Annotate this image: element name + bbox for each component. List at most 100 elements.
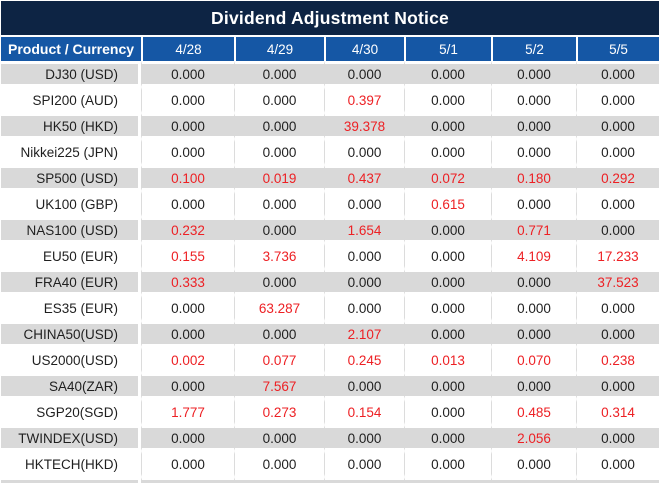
value-cell: 0.000 — [404, 295, 491, 321]
table-row: HK50 (HKD) 0.000 0.000 39.378 0.000 0.000 0.00… — [1, 113, 659, 139]
table-row: EU50 (EUR) 0.155 3.736 0.000 0.000 4.109 17.23… — [1, 243, 659, 269]
value-cell: 0.397 — [324, 87, 404, 113]
value-cell: 0.000 — [141, 191, 234, 217]
table-row: UK100 (GBP) 0.000 0.000 0.000 0.615 0.000 0.00… — [1, 191, 659, 217]
value-cell — [324, 477, 404, 483]
value-cell: 0.000 — [576, 139, 659, 165]
value-cell: 0.000 — [491, 295, 576, 321]
table-row: TWINDEX(USD) 0.000 0.000 0.000 0.000 2.056 0.0… — [1, 425, 659, 451]
value-cell: 0.100 — [141, 165, 234, 191]
value-cell: 0.000 — [324, 191, 404, 217]
product-cell: UK100 (GBP) — [1, 191, 141, 217]
value-cell: 0.000 — [324, 139, 404, 165]
value-cell: 0.154 — [324, 399, 404, 425]
value-cell: 1.777 — [141, 399, 234, 425]
value-cell — [491, 477, 576, 483]
value-cell: 0.000 — [141, 321, 234, 347]
value-cell: 0.000 — [404, 217, 491, 243]
product-cell: Nikkei225 (JPN) — [1, 139, 141, 165]
value-cell: 0.000 — [404, 373, 491, 399]
value-cell: 0.771 — [491, 217, 576, 243]
value-cell: 0.019 — [234, 165, 324, 191]
value-cell: 0.000 — [234, 139, 324, 165]
value-cell: 0.000 — [491, 451, 576, 477]
value-cell: 0.000 — [576, 295, 659, 321]
product-cell: HK50 (HKD) — [1, 113, 141, 139]
value-cell: 0.000 — [324, 295, 404, 321]
value-cell: 17.233 — [576, 243, 659, 269]
product-cell: TWINDEX(USD) — [1, 425, 141, 451]
value-cell: 0.000 — [491, 61, 576, 87]
value-cell: 0.292 — [576, 165, 659, 191]
value-cell: 0.000 — [576, 451, 659, 477]
value-cell: 0.000 — [234, 321, 324, 347]
value-cell: 0.245 — [324, 347, 404, 373]
value-cell: 0.000 — [491, 191, 576, 217]
value-cell: 0.314 — [576, 399, 659, 425]
value-cell: 0.000 — [576, 217, 659, 243]
table-row: HKTECH(HKD) 0.000 0.000 0.000 0.000 0.000 0.00… — [1, 451, 659, 477]
value-cell: 0.013 — [404, 347, 491, 373]
date-column-header: 4/29 — [234, 37, 324, 61]
product-cell — [1, 477, 141, 483]
value-cell: 0.000 — [404, 87, 491, 113]
value-cell: 0.000 — [404, 399, 491, 425]
value-cell: 0.000 — [141, 451, 234, 477]
table-row: SP500 (USD) 0.100 0.019 0.437 0.072 0.180 0.29… — [1, 165, 659, 191]
product-cell: US2000(USD) — [1, 347, 141, 373]
table-body: DJ30 (USD) 0.000 0.000 0.000 0.000 0.000 0.000… — [1, 61, 659, 483]
value-cell: 0.000 — [404, 113, 491, 139]
table-row: FRA40 (EUR) 0.333 0.000 0.000 0.000 0.000 37.5… — [1, 269, 659, 295]
value-cell: 0.070 — [491, 347, 576, 373]
dividend-table: Product / Currency 4/28 4/29 4/30 5/1 5/2 5/5… — [1, 37, 659, 483]
value-cell: 7.567 — [234, 373, 324, 399]
value-cell: 0.437 — [324, 165, 404, 191]
value-cell: 37.523 — [576, 269, 659, 295]
value-cell: 0.485 — [491, 399, 576, 425]
value-cell: 0.000 — [491, 87, 576, 113]
table-row: CHINA50(USD) 0.000 0.000 2.107 0.000 0.000 0.0… — [1, 321, 659, 347]
product-cell: CHINA50(USD) — [1, 321, 141, 347]
product-cell: SA40(ZAR) — [1, 373, 141, 399]
table-row: Nikkei225 (JPN) 0.000 0.000 0.000 0.000 0.000… — [1, 139, 659, 165]
date-column-header: 4/28 — [141, 37, 234, 61]
value-cell: 0.000 — [141, 425, 234, 451]
value-cell: 0.000 — [141, 87, 234, 113]
product-cell: HKTECH(HKD) — [1, 451, 141, 477]
value-cell: 0.000 — [234, 61, 324, 87]
value-cell: 0.000 — [141, 61, 234, 87]
value-cell: 0.000 — [491, 113, 576, 139]
value-cell — [404, 477, 491, 483]
value-cell: 0.000 — [576, 61, 659, 87]
value-cell: 1.654 — [324, 217, 404, 243]
value-cell — [141, 477, 234, 483]
table-row: NAS100 (USD) 0.232 0.000 1.654 0.000 0.771 0.0… — [1, 217, 659, 243]
value-cell: 0.000 — [576, 321, 659, 347]
date-column-header: 5/5 — [576, 37, 659, 61]
product-cell: SP500 (USD) — [1, 165, 141, 191]
value-cell: 0.000 — [141, 373, 234, 399]
value-cell: 0.000 — [324, 61, 404, 87]
value-cell: 39.378 — [324, 113, 404, 139]
table-row: SA40(ZAR) 0.000 7.567 0.000 0.000 0.000 0.000 — [1, 373, 659, 399]
partial-row — [1, 477, 659, 483]
table-row: ES35 (EUR) 0.000 63.287 0.000 0.000 0.000 0.00… — [1, 295, 659, 321]
value-cell: 0.000 — [141, 113, 234, 139]
value-cell: 0.000 — [324, 243, 404, 269]
value-cell: 0.000 — [234, 451, 324, 477]
date-column-header: 4/30 — [324, 37, 404, 61]
product-cell: SGP20(SGD) — [1, 399, 141, 425]
product-cell: SPI200 (AUD) — [1, 87, 141, 113]
date-column-header: 5/1 — [404, 37, 491, 61]
value-cell: 0.333 — [141, 269, 234, 295]
value-cell: 0.077 — [234, 347, 324, 373]
value-cell: 0.000 — [324, 373, 404, 399]
date-column-header: 5/2 — [491, 37, 576, 61]
value-cell: 0.000 — [324, 451, 404, 477]
table-row: SGP20(SGD) 1.777 0.273 0.154 0.000 0.485 0.314 — [1, 399, 659, 425]
value-cell: 0.000 — [234, 191, 324, 217]
value-cell: 3.736 — [234, 243, 324, 269]
value-cell: 0.615 — [404, 191, 491, 217]
value-cell: 0.000 — [491, 269, 576, 295]
